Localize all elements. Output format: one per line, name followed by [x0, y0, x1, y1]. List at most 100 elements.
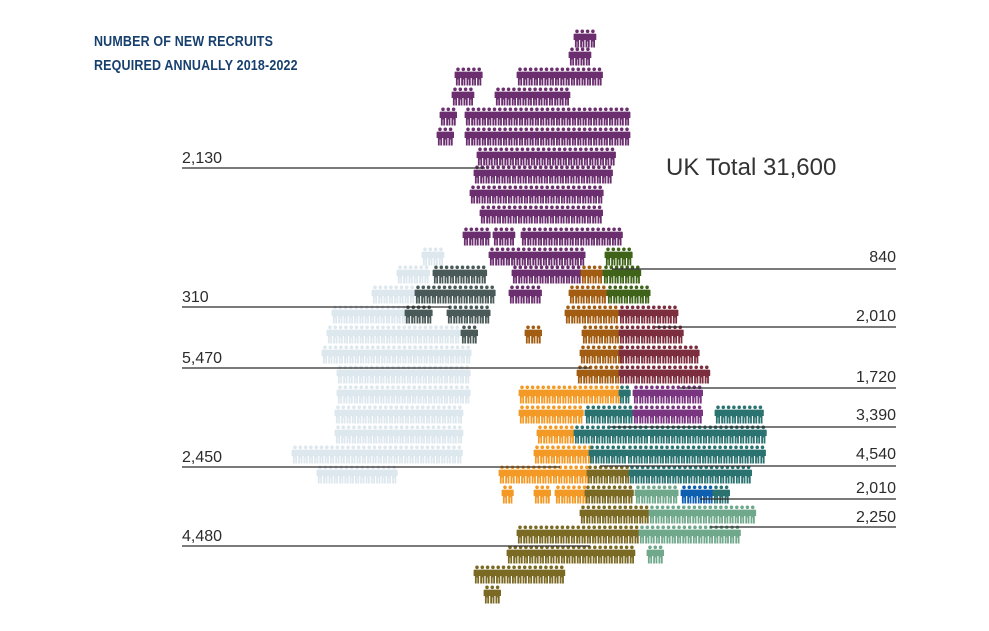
- person-icon: [584, 285, 592, 304]
- person-icon: [584, 505, 592, 524]
- person-icon: [632, 405, 640, 424]
- person-icon: [646, 545, 654, 564]
- person-icon: [444, 107, 452, 126]
- person-icon: [531, 565, 539, 584]
- person-icon: [467, 305, 475, 324]
- person-icon: [681, 525, 688, 544]
- person-icon: [380, 465, 387, 484]
- person-icon: [606, 165, 613, 184]
- person-icon: [401, 265, 409, 284]
- person-icon: [536, 425, 544, 444]
- person-icon: [593, 445, 601, 464]
- person-icon: [349, 445, 357, 464]
- person-icon: [427, 325, 435, 344]
- person-icon: [400, 365, 407, 384]
- person-icon: [663, 445, 671, 464]
- icon-row: [524, 325, 542, 344]
- person-icon: [617, 545, 625, 564]
- person-icon: [618, 365, 626, 384]
- person-icon: [412, 265, 420, 284]
- person-icon: [453, 325, 461, 344]
- person-icon: [430, 405, 437, 424]
- person-icon: [462, 227, 470, 246]
- region-value-label: 3,390: [856, 407, 896, 424]
- person-icon: [345, 425, 352, 444]
- person-icon: [474, 185, 482, 204]
- person-icon: [342, 325, 350, 344]
- person-icon: [671, 325, 679, 344]
- person-icon: [650, 365, 658, 384]
- person-icon: [695, 445, 703, 464]
- person-icon: [554, 485, 562, 504]
- icon-row: [516, 67, 603, 86]
- icon-row: [464, 107, 631, 126]
- person-icon: [645, 365, 652, 384]
- person-icon: [512, 127, 520, 146]
- person-icon: [569, 205, 577, 224]
- person-icon: [616, 485, 624, 504]
- person-icon: [687, 365, 695, 384]
- person-icon: [343, 465, 350, 484]
- person-icon: [728, 505, 735, 524]
- icon-row: [479, 205, 603, 224]
- icon-row: [460, 325, 478, 344]
- icon-row: [618, 365, 711, 384]
- person-icon: [602, 545, 609, 564]
- person-icon: [611, 485, 618, 504]
- person-icon: [655, 485, 663, 504]
- person-icon: [627, 505, 635, 524]
- person-icon: [643, 385, 650, 404]
- person-icon: [540, 147, 547, 166]
- person-icon: [680, 485, 688, 504]
- person-icon: [706, 425, 714, 444]
- icon-row: [533, 485, 551, 504]
- person-icon: [596, 205, 603, 224]
- icon-row: [646, 545, 664, 564]
- icon-row: [554, 485, 588, 504]
- person-icon: [483, 305, 491, 324]
- person-icon: [432, 365, 439, 384]
- person-icon: [511, 265, 519, 284]
- person-icon: [334, 445, 341, 464]
- person-icon: [403, 425, 411, 444]
- person-icon: [584, 485, 592, 504]
- person-icon: [584, 405, 592, 424]
- icon-row: [628, 465, 752, 484]
- person-icon: [559, 545, 567, 564]
- person-icon: [531, 87, 539, 106]
- person-icon: [639, 465, 646, 484]
- person-icon: [488, 285, 496, 304]
- person-icon: [483, 585, 491, 604]
- person-icon: [543, 265, 551, 284]
- person-icon: [541, 465, 548, 484]
- person-icon: [650, 345, 658, 364]
- person-icon: [596, 67, 603, 86]
- person-icon: [514, 465, 522, 484]
- person-icon: [379, 305, 387, 324]
- person-icon: [524, 285, 532, 304]
- icon-row: [518, 385, 621, 404]
- person-icon: [494, 565, 502, 584]
- person-icon: [435, 405, 443, 424]
- person-icon: [589, 285, 597, 304]
- person-icon: [459, 67, 467, 86]
- person-icon: [597, 127, 604, 146]
- person-icon: [546, 247, 554, 266]
- person-icon: [403, 285, 411, 304]
- person-icon: [337, 465, 345, 484]
- person-icon: [702, 525, 709, 544]
- person-icon: [680, 505, 688, 524]
- person-icon: [430, 285, 438, 304]
- person-icon: [548, 205, 556, 224]
- person-icon: [595, 505, 603, 524]
- person-icon: [629, 265, 636, 284]
- icon-row: [469, 185, 604, 204]
- region-value-label: 1,720: [856, 369, 896, 386]
- person-icon: [464, 107, 472, 126]
- person-icon: [537, 165, 544, 184]
- person-icon: [746, 405, 754, 424]
- person-icon: [480, 127, 488, 146]
- person-icon: [581, 127, 588, 146]
- uk-total-label: UK Total 31,600: [666, 154, 837, 181]
- icon-row: [494, 87, 571, 106]
